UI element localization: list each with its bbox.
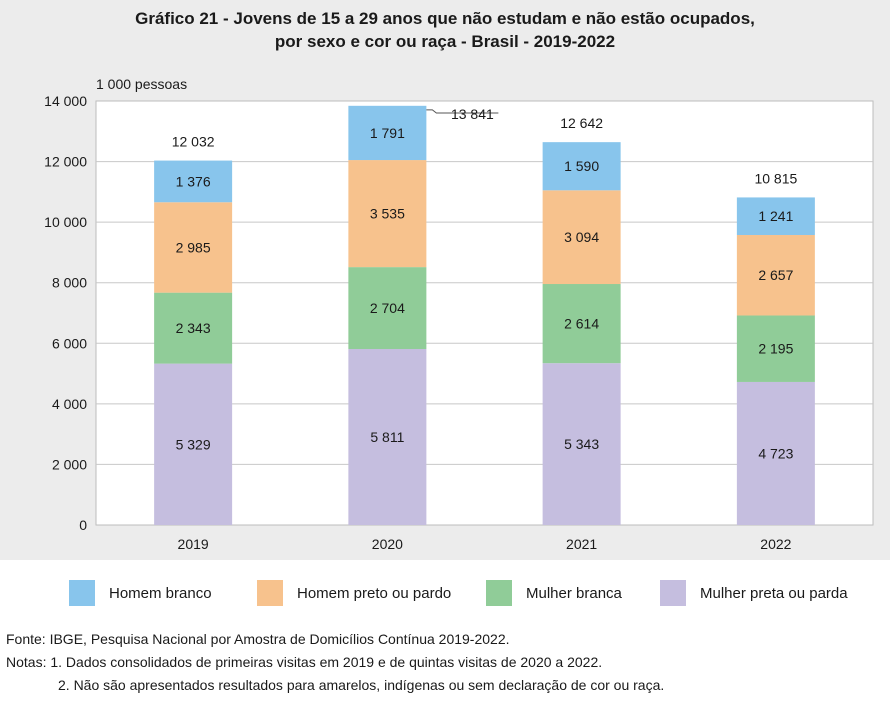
legend-swatch: [660, 580, 686, 606]
bar-segment: [736, 235, 815, 316]
bar-value-label: 3 094: [564, 229, 599, 245]
bar-value-label: 2 704: [370, 300, 405, 316]
chart-title-line-2: por sexo e cor ou raça - Brasil - 2019-2…: [274, 32, 616, 51]
bar-segment: [348, 349, 427, 525]
bar-value-label: 2 343: [176, 320, 211, 336]
y-unit-label: 1 000 pessoas: [96, 76, 187, 92]
footer-notes: Fonte: IBGE, Pesquisa Nacional por Amost…: [6, 628, 664, 697]
chart-title: Gráfico 21 - Jovens de 15 a 29 anos que …: [0, 7, 890, 53]
bar-segment: [348, 267, 427, 350]
bar-segment: [736, 381, 815, 525]
note-1: Notas: 1. Dados consolidados de primeira…: [6, 654, 603, 670]
bar-segment: [542, 142, 621, 191]
legend-label: Homem preto ou pardo: [297, 584, 452, 602]
legend-item: Mulher preta ou parda: [660, 576, 848, 610]
bar-value-label: 2 195: [758, 341, 793, 357]
y-tick-label: 10 000: [44, 214, 87, 230]
x-tick-label: 2022: [760, 536, 791, 552]
legend-swatch: [486, 580, 512, 606]
bar-value-label: 2 614: [564, 316, 599, 332]
bar-value-label: 1 791: [370, 125, 405, 141]
bar-value-label: 1 241: [758, 208, 793, 224]
x-tick-label: 2020: [372, 536, 403, 552]
bar-segment: [154, 202, 233, 293]
note-2: 2. Não são apresentados resultados para …: [58, 677, 665, 693]
source-note: Fonte: IBGE, Pesquisa Nacional por Amost…: [6, 631, 510, 647]
bar-total-label: 13 841: [451, 106, 494, 122]
bar-value-label: 1 590: [564, 158, 599, 174]
bar-total-label: 12 032: [172, 134, 215, 150]
legend-item: Mulher branca: [486, 576, 622, 610]
legend-item: Homem preto ou pardo: [257, 576, 451, 610]
bar-segment: [348, 160, 427, 268]
legend-item: Homem branco: [69, 576, 212, 610]
bar-value-label: 5 343: [564, 436, 599, 452]
bar-value-label: 4 723: [758, 445, 793, 461]
bar-total-label: 12 642: [560, 115, 603, 131]
x-tick-label: 2019: [178, 536, 209, 552]
y-tick-label: 6 000: [52, 335, 87, 351]
bar-value-label: 3 535: [370, 206, 405, 222]
bar-segment: [542, 363, 621, 525]
stacked-bar-chart: 0 2 000 4 000 6 000 8 000 10 000 12 000 14 000 1…: [44, 76, 874, 552]
legend-label: Mulher preta ou parda: [700, 584, 848, 602]
legend-label: Mulher branca: [526, 584, 622, 602]
bar-value-label: 2 657: [758, 267, 793, 283]
legend-label: Homem branco: [109, 584, 212, 602]
bar-value-label: 5 329: [176, 436, 211, 452]
bar-total-label: 10 815: [754, 170, 797, 186]
y-tick-label: 14 000: [44, 93, 87, 109]
bar-segment: [736, 197, 815, 236]
legend-swatch: [69, 580, 95, 606]
bar-value-label: 2 985: [176, 239, 211, 255]
y-tick-label: 0: [79, 517, 87, 533]
y-tick-label: 12 000: [44, 154, 87, 170]
bar-segment: [154, 363, 233, 525]
y-tick-label: 4 000: [52, 396, 87, 412]
bar-segment: [348, 105, 427, 161]
bar-segment: [542, 284, 621, 364]
chart-legend: Homem branco Homem preto ou pardo Mulher b…: [0, 576, 890, 610]
bar-value-label: 1 376: [176, 173, 211, 189]
bar-segment: [542, 190, 621, 285]
total-leader-line: [426, 109, 499, 114]
chart-title-line-1: Gráfico 21 - Jovens de 15 a 29 anos que …: [135, 9, 755, 28]
y-tick-label: 8 000: [52, 275, 87, 291]
legend-swatch: [257, 580, 283, 606]
bar-segment: [154, 160, 233, 203]
bar-segment: [736, 315, 815, 382]
bar-segment: [154, 292, 233, 364]
x-tick-label: 2021: [566, 536, 597, 552]
bar-value-label: 5 811: [370, 429, 404, 445]
y-tick-label: 2 000: [52, 456, 87, 472]
